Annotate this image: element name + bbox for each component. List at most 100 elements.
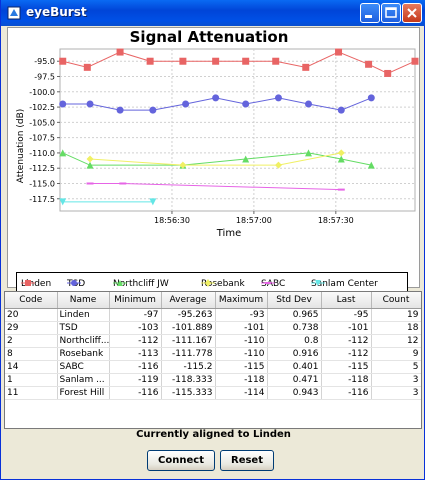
table-row[interactable]: 14 SABC -116 -115.2 -115 0.401 -115 5 <box>5 360 421 374</box>
legend-item-rosebank: Rosebank <box>201 279 245 289</box>
column-header-minimum[interactable]: Minimum <box>109 292 162 309</box>
table-cell: -116 <box>109 386 162 400</box>
table-cell: 18 <box>371 321 421 335</box>
table-cell: 1 <box>5 373 58 387</box>
minimize-icon <box>365 15 372 18</box>
table-cell: -115 <box>321 360 372 374</box>
point-northcliff-jw <box>367 161 375 169</box>
table-cell: -101 <box>321 321 372 335</box>
table-cell: 20 <box>5 308 58 322</box>
maximize-icon <box>385 7 397 18</box>
point-sanlam-center <box>149 198 157 206</box>
table-row[interactable]: 11 Forest Hill -116 -115.333 -114 0.943 -116 3 <box>5 386 421 400</box>
column-header-code[interactable]: Code <box>5 292 58 309</box>
point-tsd <box>212 94 220 102</box>
point-linden <box>302 63 310 71</box>
close-icon <box>407 8 417 18</box>
column-header-name[interactable]: Name <box>57 292 110 309</box>
table-cell: 3 <box>371 373 421 387</box>
point-sabc <box>86 182 94 185</box>
title-bar[interactable]: eyeBurst <box>1 0 425 26</box>
column-header-std-dev[interactable]: Std Dev <box>267 292 322 309</box>
point-northcliff-jw <box>86 161 94 169</box>
table-cell: -93 <box>215 308 268 322</box>
table-cell: 9 <box>371 347 421 361</box>
point-linden <box>212 57 220 65</box>
table-row[interactable]: 1 Sanlam ... -119 -118.333 -118 0.471 -118 3 <box>5 373 421 387</box>
table-cell: -95.263 <box>161 308 216 322</box>
table-cell: -103 <box>109 321 162 335</box>
table-cell: -116 <box>321 386 372 400</box>
legend-label: Linden <box>21 279 52 289</box>
table-cell: 11 <box>5 386 58 400</box>
y-tick-label: -112.5 <box>29 164 55 173</box>
table-cell: Linden <box>57 308 110 322</box>
table-cell: 8 <box>5 347 58 361</box>
stats-table-panel[interactable]: Code Name Minimum Average Maximum Std Dev Last… <box>4 291 422 429</box>
table-cell: -110 <box>215 334 268 348</box>
table-cell: -114 <box>215 386 268 400</box>
table-cell: -110 <box>215 347 268 361</box>
legend-label: Sanlam Center <box>311 279 378 289</box>
connect-button[interactable]: Connect <box>147 450 215 471</box>
column-header-last[interactable]: Last <box>321 292 372 309</box>
point-sanlam-center <box>59 198 67 206</box>
column-header-maximum[interactable]: Maximum <box>215 292 268 309</box>
table-cell: -118 <box>215 373 268 387</box>
table-cell: -118.333 <box>161 373 216 387</box>
chart-title: Signal Attenuation <box>130 28 289 46</box>
legend-item-sanlam-center: Sanlam Center <box>311 279 378 289</box>
column-header-average[interactable]: Average <box>161 292 216 309</box>
table-cell: 2 <box>5 334 58 348</box>
point-northcliff-jw <box>242 155 250 163</box>
maximize-button[interactable] <box>381 3 401 23</box>
legend-swatch <box>261 282 275 284</box>
y-tick-label: -100.0 <box>29 88 55 97</box>
table-cell: 3 <box>371 386 421 400</box>
chart-ylabel: Attenuation (dB) <box>16 109 26 184</box>
table-row[interactable]: 2 Northcliff... -112 -111.167 -110 0.8 -112 12 <box>5 334 421 348</box>
legend-item-sabc: SABC <box>261 279 285 289</box>
point-sabc <box>337 188 345 191</box>
stats-table[interactable]: Code Name Minimum Average Maximum Std Dev Last… <box>5 292 421 400</box>
legend-item-northcliff-jw: Northcliff JW <box>113 279 169 289</box>
table-cell: -112 <box>321 334 372 348</box>
signal-chart: Signal Attenuation Attenuation (dB) Time… <box>16 28 419 239</box>
table-row[interactable]: 20 Linden -97 -95.263 -93 0.965 -95 19 <box>5 308 421 322</box>
reset-button[interactable]: Reset <box>220 450 274 471</box>
y-tick-label: -107.5 <box>29 134 55 143</box>
table-cell: -112 <box>321 347 372 361</box>
series-line-rosebank <box>90 152 342 166</box>
point-rosebank <box>337 149 345 157</box>
table-row[interactable]: 29 TSD -103 -101.889 -101 0.738 -101 18 <box>5 321 421 335</box>
point-tsd <box>274 94 282 102</box>
chart-xlabel: Time <box>216 228 241 239</box>
table-cell: 0.8 <box>267 334 322 348</box>
plot-area <box>59 48 416 212</box>
legend-item-tsd: TSD <box>67 279 85 289</box>
point-sabc <box>119 182 127 185</box>
y-tick-label: -117.5 <box>29 195 55 204</box>
x-tick-label: 18:57:30 <box>318 216 354 225</box>
point-northcliff-jw <box>337 155 345 163</box>
point-tsd <box>86 100 94 108</box>
point-rosebank <box>179 161 187 169</box>
column-header-count[interactable]: Count <box>371 292 421 309</box>
point-tsd <box>59 100 67 108</box>
table-cell: 0.738 <box>267 321 322 335</box>
point-rosebank <box>274 161 282 169</box>
legend-swatch <box>311 280 325 286</box>
table-row[interactable]: 8 Rosebank -113 -111.778 -110 0.916 -112 9 <box>5 347 421 361</box>
table-cell: Northcliff... <box>57 334 110 348</box>
point-tsd <box>242 100 250 108</box>
table-cell: Forest Hill <box>57 386 110 400</box>
table-cell: Sanlam ... <box>57 373 110 387</box>
point-linden <box>146 57 154 65</box>
table-cell: 19 <box>371 308 421 322</box>
minimize-button[interactable] <box>360 3 380 23</box>
chart-panel: Signal Attenuation Attenuation (dB) Time… <box>7 27 420 312</box>
point-linden <box>59 57 67 65</box>
close-button[interactable] <box>402 3 422 23</box>
point-linden <box>242 57 250 65</box>
